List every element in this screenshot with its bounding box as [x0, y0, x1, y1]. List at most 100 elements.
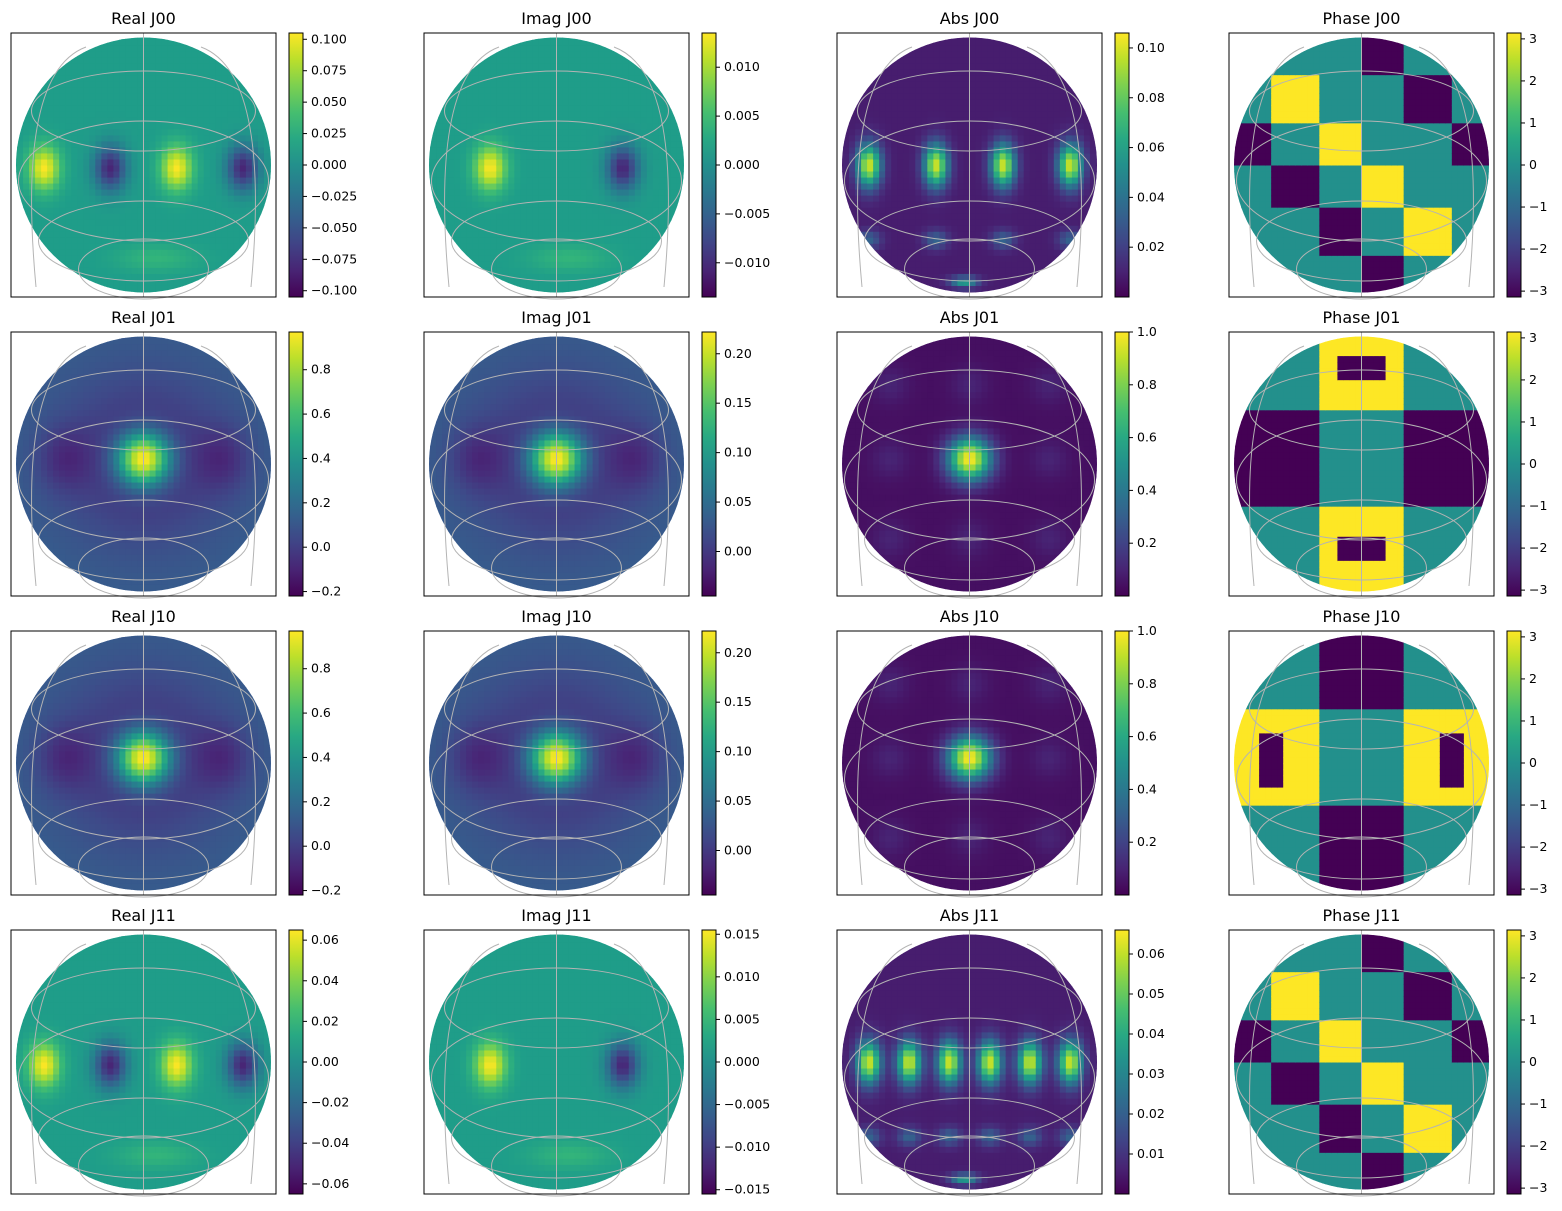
colorbar-tick-label: 0.8: [311, 362, 331, 377]
subplot-title: Imag J11: [521, 906, 591, 925]
colorbar-tick-label: 0.00: [724, 544, 752, 559]
colorbar-tick-label: 0.8: [1137, 676, 1157, 691]
subplot-imag-j00: Imag J00 0.010 0.005 0.000 −0.005 −0.010: [423, 9, 770, 300]
colorbar-tick-label: 0.01: [1137, 1146, 1165, 1161]
colorbar-tick-label: 3: [1529, 31, 1537, 46]
subplot-title: Phase J10: [1323, 607, 1401, 626]
axes-frame: [423, 630, 690, 896]
colorbar: [1506, 630, 1522, 896]
graticule: [431, 33, 682, 300]
colorbar: [1506, 32, 1522, 298]
colorbar-tick-label: 0: [1529, 755, 1537, 770]
subplot-title: Real J11: [111, 906, 176, 925]
axes-frame: [1228, 929, 1495, 1195]
colorbar-tick-label: 0.005: [724, 1011, 760, 1026]
axes-frame: [423, 929, 690, 1195]
graticule: [1236, 33, 1487, 300]
colorbar-tick-label: −0.015: [724, 1182, 770, 1197]
colorbar-tick-label: 0.0: [311, 838, 331, 853]
colorbar-tick-label: 0: [1529, 157, 1537, 172]
colorbar-tick-label: 0.10: [724, 445, 752, 460]
colorbar: [1506, 331, 1522, 597]
subplot-title: Imag J01: [521, 308, 591, 327]
colorbar-tick-label: −0.100: [311, 283, 357, 298]
colorbar: [701, 929, 717, 1195]
colorbar: [1114, 630, 1130, 896]
subplot-title: Abs J10: [940, 607, 1000, 626]
colorbar-tick-label: 0.075: [311, 63, 347, 78]
subplot-real-j11: Real J11 0.06 0.04 0.02 0.00 −0.02 −0.04 −0.06: [10, 906, 349, 1197]
colorbar-tick-label: 0.2: [311, 495, 331, 510]
subplot-abs-j01: Abs J01 1.0 0.8 0.6 0.4 0.2: [836, 308, 1157, 599]
graticule: [844, 631, 1095, 898]
axes-frame: [1228, 32, 1495, 298]
colorbar-tick-label: −1: [1529, 199, 1547, 214]
colorbar-tick-label: −2: [1529, 241, 1547, 256]
axes-frame: [10, 32, 277, 298]
colorbar-tick-label: −0.025: [311, 188, 357, 203]
colorbar-tick-label: 0.025: [311, 126, 347, 141]
colorbar: [701, 331, 717, 597]
graticule: [431, 631, 682, 898]
colorbar-tick-label: −0.2: [311, 584, 341, 599]
graticule: [18, 332, 269, 599]
axes-frame: [836, 630, 1103, 896]
colorbar: [288, 331, 304, 597]
colorbar: [1114, 929, 1130, 1195]
colorbar-tick-label: 0.2: [1137, 535, 1157, 550]
subplot-title: Abs J11: [940, 906, 1000, 925]
subplot-phase-j00: Phase J00 3 2 1 0 −1 −2 −3: [1228, 9, 1547, 300]
colorbar-tick-label: 0.4: [311, 450, 331, 465]
colorbar-tick-label: −0.2: [311, 883, 341, 898]
colorbar-tick-label: −0.04: [311, 1135, 349, 1150]
subplot-abs-j10: Abs J10 1.0 0.8 0.6 0.4 0.2: [836, 607, 1157, 898]
subplot-phase-j11: Phase J11 3 2 1 0 −1 −2 −3: [1228, 906, 1547, 1197]
colorbar-tick-label: 0.000: [311, 157, 347, 172]
axes-frame: [836, 32, 1103, 298]
subplot-title: Phase J11: [1323, 906, 1401, 925]
colorbar-tick-label: 0.4: [1137, 482, 1157, 497]
colorbar-tick-label: −2: [1529, 540, 1547, 555]
colorbar-tick-label: −3: [1529, 881, 1547, 896]
colorbar-tick-label: −0.005: [724, 206, 770, 221]
colorbar-tick-label: −1: [1529, 797, 1547, 812]
colorbar-tick-label: 0.4: [311, 749, 331, 764]
colorbar-tick-label: 3: [1529, 629, 1537, 644]
colorbar: [1114, 32, 1130, 298]
axes-frame: [1228, 630, 1495, 896]
subplot-title: Abs J00: [940, 9, 1000, 28]
colorbar-tick-label: 0.6: [1137, 729, 1157, 744]
colorbar-tick-label: −2: [1529, 839, 1547, 854]
colorbar-tick-label: 1: [1529, 414, 1537, 429]
colorbar-tick-label: 2: [1529, 372, 1537, 387]
colorbar-tick-label: −0.075: [311, 251, 357, 266]
colorbar-tick-label: 1: [1529, 1012, 1537, 1027]
colorbar-tick-label: 0.2: [1137, 834, 1157, 849]
heatmap: [429, 934, 684, 1190]
axes-frame: [423, 32, 690, 298]
colorbar-tick-label: 0.05: [1137, 986, 1165, 1001]
colorbar-tick-label: −3: [1529, 1180, 1547, 1195]
graticule: [1236, 631, 1487, 898]
colorbar-tick-label: 0.000: [724, 157, 760, 172]
subplot-abs-j11: Abs J11 0.06 0.05 0.04 0.03 0.02 0.01: [836, 906, 1165, 1197]
colorbar-tick-label: 0.6: [1137, 430, 1157, 445]
colorbar-tick-label: 0.05: [724, 793, 752, 808]
subplot-title: Phase J00: [1323, 9, 1401, 28]
colorbar-tick-label: 0.04: [1137, 189, 1165, 204]
colorbar-tick-label: 2: [1529, 671, 1537, 686]
subplot-abs-j00: Abs J00 0.10 0.08 0.06 0.04 0.02: [836, 9, 1165, 300]
graticule: [18, 930, 269, 1197]
axes-frame: [836, 331, 1103, 597]
colorbar-tick-label: 3: [1529, 928, 1537, 943]
heatmap: [1234, 336, 1489, 592]
colorbar-tick-label: −0.06: [311, 1176, 349, 1191]
colorbar-tick-label: 0.4: [1137, 781, 1157, 796]
graticule: [844, 33, 1095, 300]
colorbar-tick-label: 0: [1529, 1054, 1537, 1069]
subplot-title: Imag J10: [521, 607, 591, 626]
axes-frame: [10, 929, 277, 1195]
colorbar: [288, 929, 304, 1195]
colorbar: [1114, 331, 1130, 597]
colorbar-tick-label: 1: [1529, 115, 1537, 130]
